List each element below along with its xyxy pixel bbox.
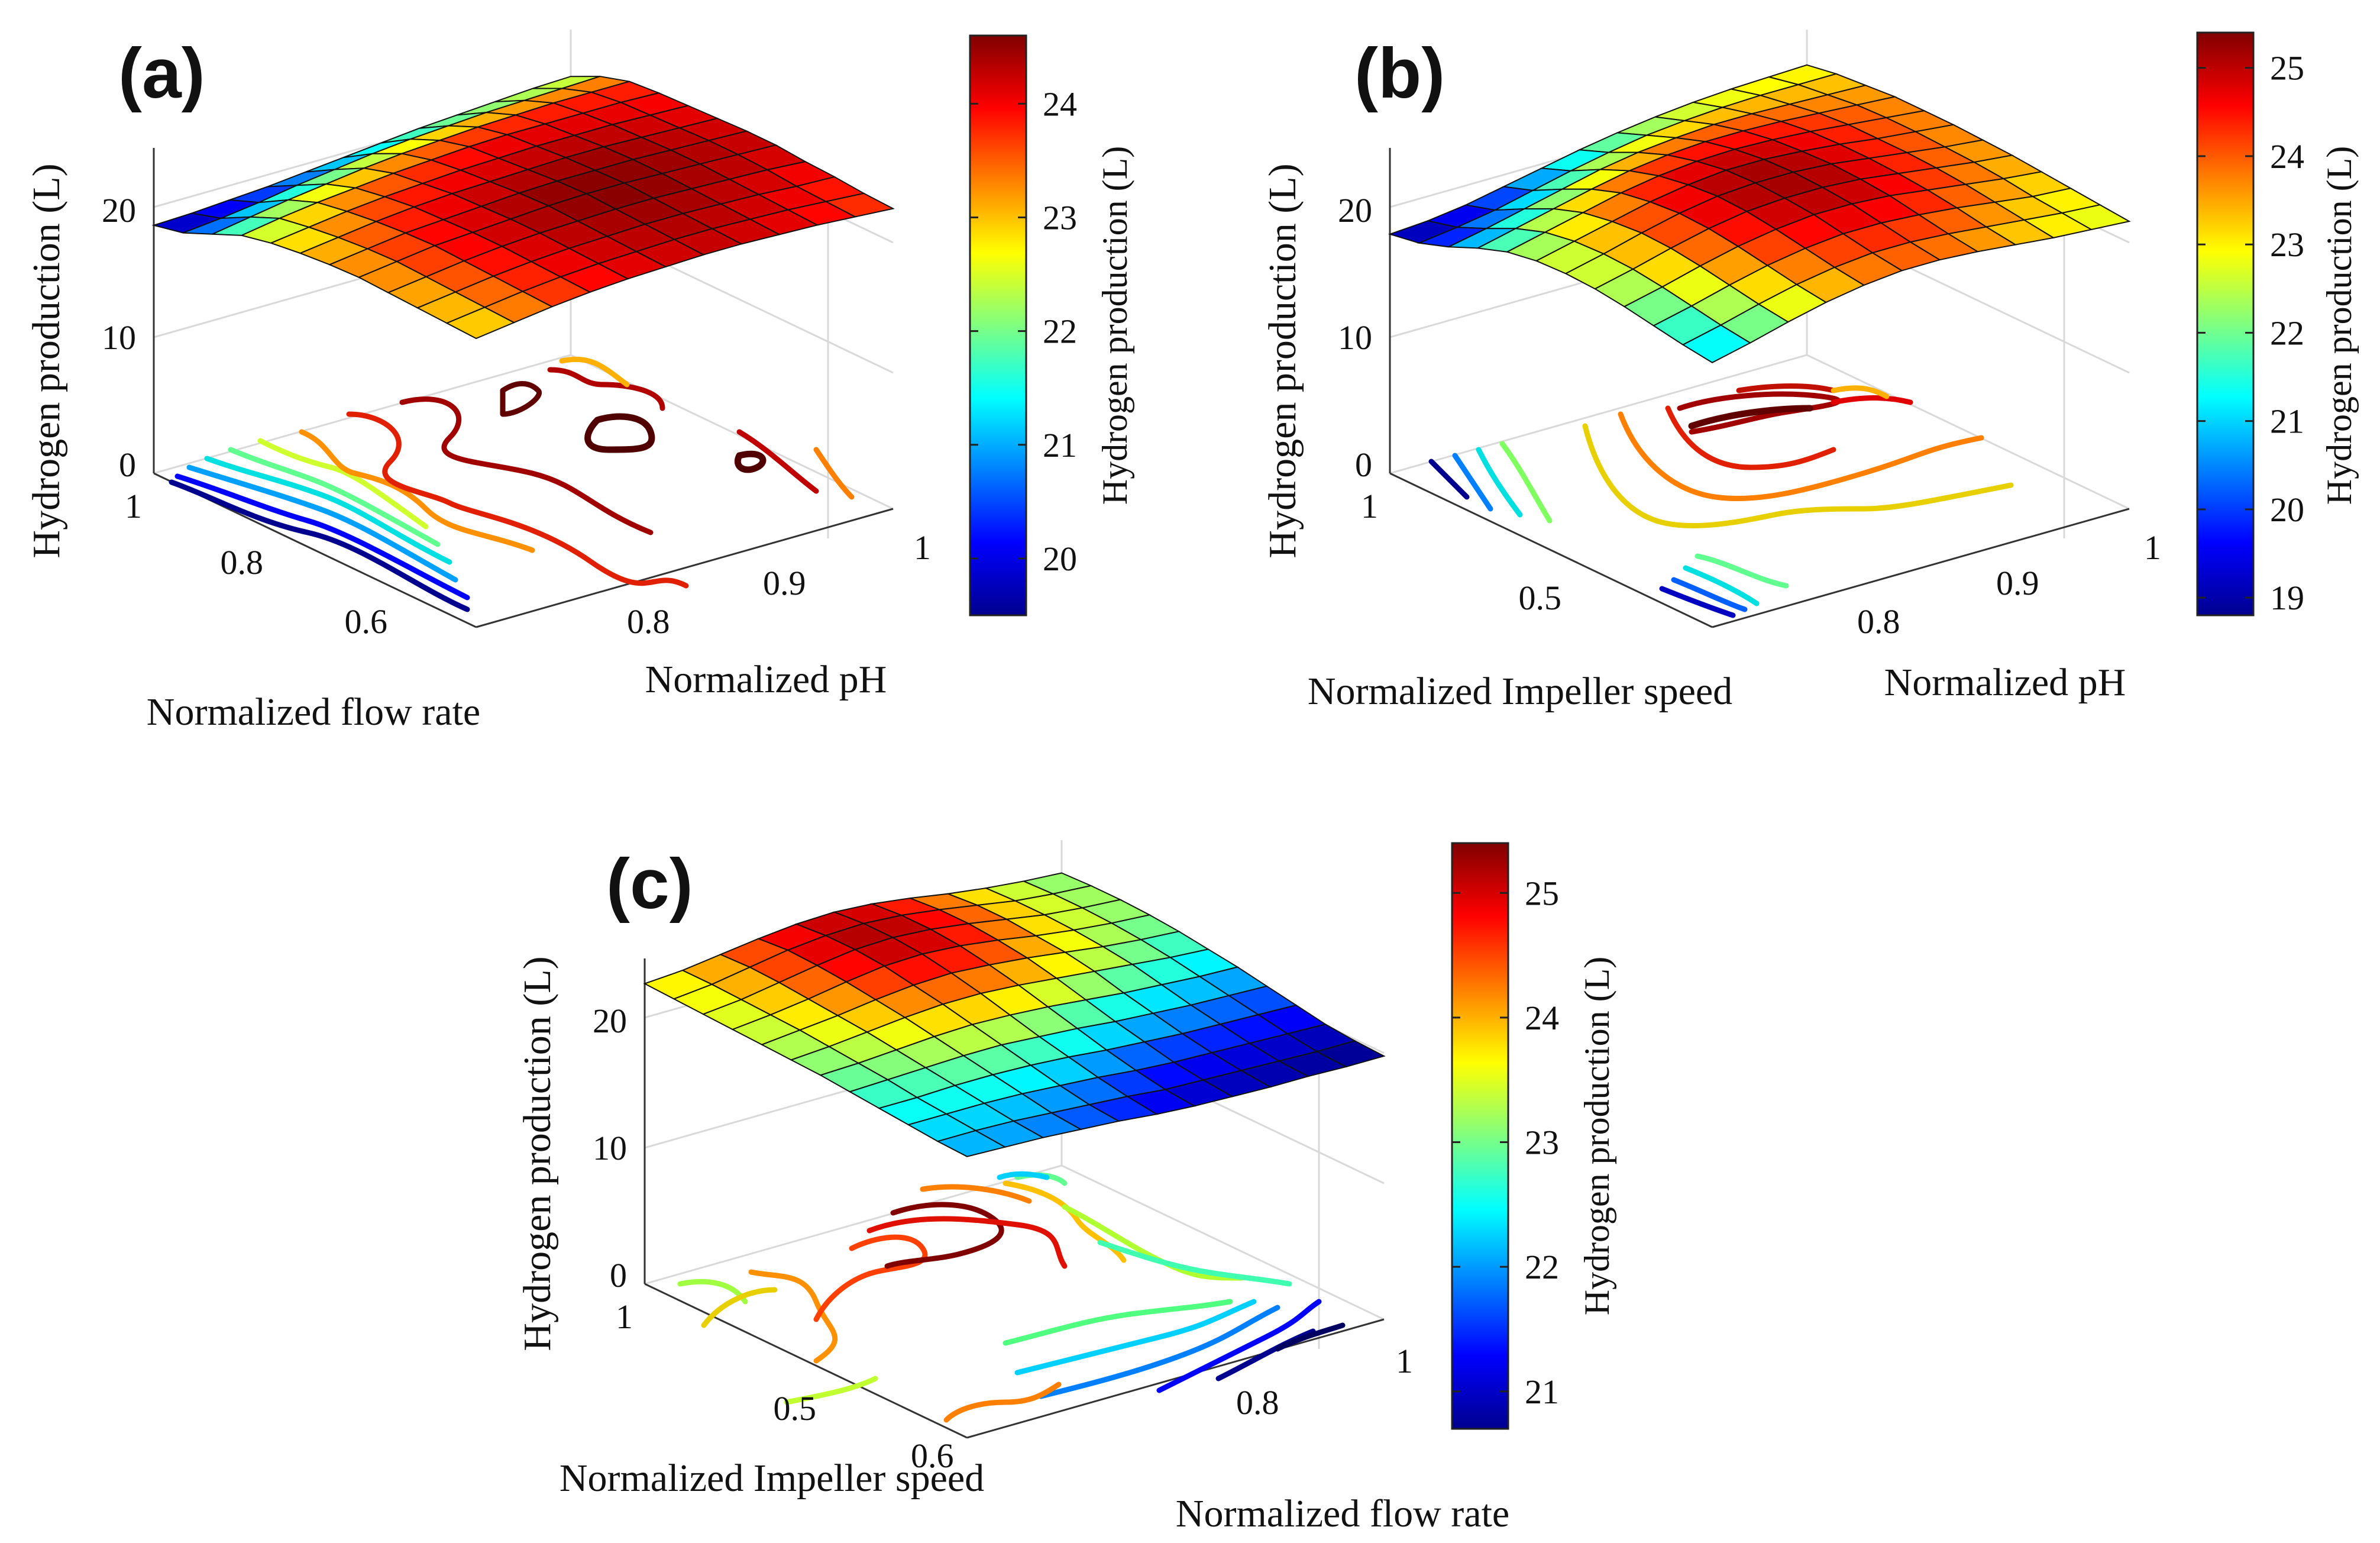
panel-a-y-tick-1: 1 xyxy=(914,528,931,567)
panel-b-colorbar: 19 20 21 22 23 24 25 Hydrogen production (L) xyxy=(2196,31,2359,617)
panel-c-z-tick-20: 20 xyxy=(593,1002,627,1040)
panel-c-x-axis-line xyxy=(644,1283,968,1439)
panel-c-z-ticks: 0 10 20 xyxy=(593,1002,627,1295)
colorbar-tick-label: 25 xyxy=(1525,874,1559,912)
colorbar-tick-label: 24 xyxy=(1043,85,1077,123)
colorbar-tick-label: 23 xyxy=(1525,1124,1559,1162)
panel-a-z-tick-20: 20 xyxy=(102,191,136,230)
panel-c-colorbar-gradient xyxy=(1451,842,1509,1430)
panel-a-z-label: Hydrogen production (L) xyxy=(25,163,68,558)
panel-a-label: (a) xyxy=(118,34,205,113)
panel-b-floor-contours xyxy=(1428,383,2014,618)
panel-a-z-tick-10: 10 xyxy=(102,318,136,357)
colorbar-tick-label: 23 xyxy=(2270,225,2304,264)
panel-c-z-label: Hydrogen production (L) xyxy=(516,956,559,1351)
colorbar-tick-label: 20 xyxy=(2270,490,2304,529)
panel-c-y-axis-line xyxy=(966,1318,1385,1439)
panel-c-x-ticks: 1 0.5 xyxy=(616,1297,816,1428)
panel-b-surface xyxy=(1388,64,2131,363)
colorbar-tick-label: 24 xyxy=(2270,137,2304,176)
panel-b-x-tick-1: 1 xyxy=(1361,487,1378,525)
panel-b-z-tick-20: 20 xyxy=(1338,191,1372,230)
colorbar-tick-label: 22 xyxy=(1043,312,1077,351)
panel-a-x-tick-1: 1 xyxy=(125,487,142,525)
panel-c-colorbar: 21 22 23 24 25 Hydrogen production (L) xyxy=(1451,842,1616,1430)
colorbar-tick-label: 21 xyxy=(1525,1373,1559,1411)
panel-a-surface xyxy=(151,76,895,340)
colorbar-tick-label: 22 xyxy=(2270,314,2304,352)
panel-c-floor-contours xyxy=(677,1171,1346,1423)
colorbar-tick-label: 23 xyxy=(1043,198,1077,237)
panel-a-x-label: Normalized flow rate xyxy=(147,690,480,734)
panel-a-x-ticks: 1 0.8 0.6 xyxy=(125,487,387,641)
panel-c-label: (c) xyxy=(606,844,693,924)
panel-a-y-ticks: 0.8 0.9 1 xyxy=(627,528,931,641)
panel-a: (a) xyxy=(25,30,1134,734)
panel-a-z-tick-0: 0 xyxy=(119,446,136,484)
panel-a-x-tick-06: 0.6 xyxy=(345,602,388,641)
panel-a-y-tick-08: 0.8 xyxy=(627,602,670,641)
panel-b-y-axis-line xyxy=(1712,508,2130,628)
panel-b-label: (b) xyxy=(1354,34,1445,113)
panel-b-x-label: Normalized Impeller speed xyxy=(1308,670,1732,713)
panel-b-z-label: Hydrogen production (L) xyxy=(1261,163,1304,558)
panel-b: (b) xyxy=(1261,30,2359,713)
colorbar-tick-label: 21 xyxy=(1043,426,1077,464)
surface-cell xyxy=(1681,324,1752,363)
panel-c-surface xyxy=(643,872,1386,1157)
panel-c-z-tick-10: 10 xyxy=(593,1129,627,1167)
panel-a-x-tick-08: 0.8 xyxy=(221,543,264,582)
panel-b-colorbar-label: Hydrogen production (L) xyxy=(2320,146,2359,505)
surface-cell xyxy=(445,306,516,340)
panel-b-x-tick-05: 0.5 xyxy=(1519,579,1562,617)
panel-a-z-ticks: 0 10 20 xyxy=(102,191,136,484)
panel-a-floor-contours xyxy=(169,356,855,612)
panel-b-z-tick-10: 10 xyxy=(1338,318,1372,357)
colorbar-tick-label: 19 xyxy=(2270,579,2304,617)
panel-a-colorbar-label: Hydrogen production (L) xyxy=(1095,146,1134,505)
panel-b-x-ticks: 1 0.5 xyxy=(1361,487,1561,617)
panel-a-colorbar-gradient xyxy=(969,34,1027,616)
panel-c-y-tick-08: 0.8 xyxy=(1236,1383,1279,1422)
panel-b-y-ticks: 0.8 0.9 1 xyxy=(1857,528,2161,641)
surface-cell xyxy=(936,1129,1007,1157)
panel-b-z-ticks: 0 10 20 xyxy=(1338,191,1372,484)
panel-b-x-axis-line xyxy=(1389,472,1713,628)
panel-b-y-label: Normalized pH xyxy=(1884,661,2126,704)
panel-c-x-label: Normalized Impeller speed xyxy=(560,1457,984,1500)
panel-a-y-axis-line xyxy=(476,508,894,628)
colorbar-tick-label: 21 xyxy=(2270,402,2304,441)
panel-a-colorbar: 20 21 22 23 24 Hydrogen production (L) xyxy=(969,34,1134,616)
panel-c-y-label: Normalized flow rate xyxy=(1176,1492,1509,1535)
colorbar-tick-label: 20 xyxy=(1043,540,1077,578)
panel-c-x-tick-05: 0.5 xyxy=(774,1389,817,1428)
panel-b-y-tick-08: 0.8 xyxy=(1857,602,1900,641)
panel-c-y-ticks: 0.6 0.8 1 xyxy=(911,1342,1413,1475)
panel-a-y-tick-09: 0.9 xyxy=(763,564,806,602)
panel-a-colorbar-ticks: 20 21 22 23 24 xyxy=(970,85,1077,578)
panel-c-x-tick-1: 1 xyxy=(616,1297,633,1336)
colorbar-tick-label: 22 xyxy=(1525,1248,1559,1286)
panel-c-z-tick-0: 0 xyxy=(610,1256,627,1295)
colorbar-tick-label: 25 xyxy=(2270,49,2304,88)
panel-b-z-tick-0: 0 xyxy=(1355,446,1372,484)
panel-b-colorbar-ticks: 19 20 21 22 23 24 25 xyxy=(2197,49,2304,617)
panel-c: (c) xyxy=(516,840,1616,1535)
panel-b-y-tick-09: 0.9 xyxy=(1996,564,2039,602)
colorbar-tick-label: 24 xyxy=(1525,999,1559,1037)
panel-b-y-tick-1: 1 xyxy=(2144,528,2161,567)
panel-c-y-tick-06: 0.6 xyxy=(911,1437,954,1475)
panel-c-y-tick-1: 1 xyxy=(1396,1342,1413,1380)
panel-c-colorbar-ticks: 21 22 23 24 25 xyxy=(1452,874,1559,1411)
panel-a-y-label: Normalized pH xyxy=(645,658,887,701)
panel-c-colorbar-label: Hydrogen production (L) xyxy=(1577,957,1616,1316)
panel-b-colorbar-gradient xyxy=(2196,31,2255,616)
